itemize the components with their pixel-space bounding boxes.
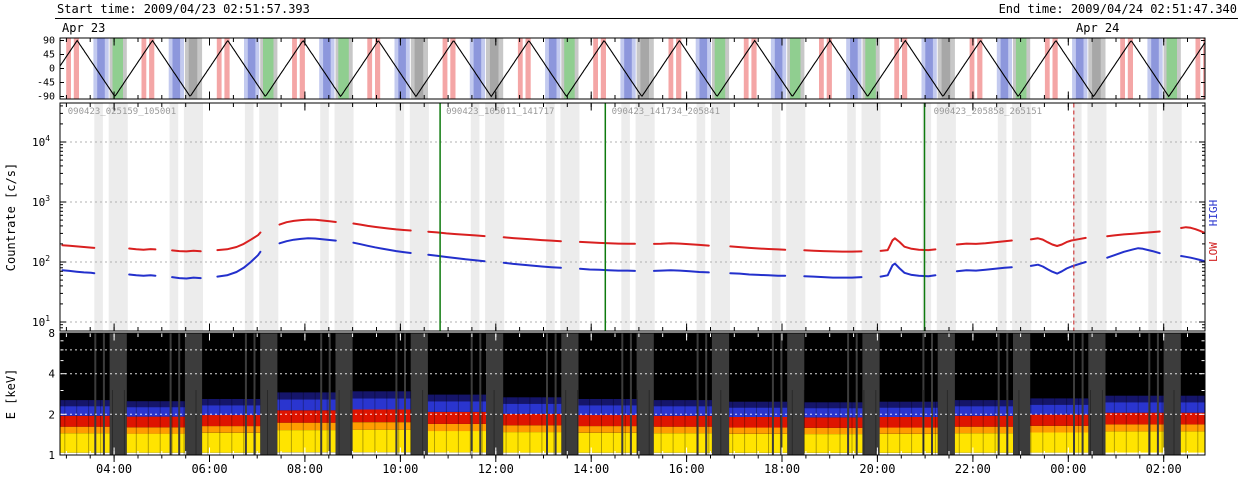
end-time-label: End time: 2009/04/24 02:51:47.340 xyxy=(998,2,1237,16)
svg-text:104: 104 xyxy=(32,134,50,149)
svg-text:14:00: 14:00 xyxy=(573,462,609,476)
svg-text:18:00: 18:00 xyxy=(764,462,800,476)
svg-text:16:00: 16:00 xyxy=(669,462,705,476)
svg-text:10:00: 10:00 xyxy=(382,462,418,476)
countrate-panel: 090423_025159_105001 090423_105011_141717… xyxy=(60,103,1205,331)
svg-text:8: 8 xyxy=(48,327,55,340)
svg-text:08:00: 08:00 xyxy=(287,462,323,476)
svg-text:103: 103 xyxy=(32,194,50,209)
svg-text:-90: -90 xyxy=(37,92,55,103)
day-label-apr24: Apr 24 xyxy=(1076,21,1120,35)
svg-text:090423_141734_205841: 090423_141734_205841 xyxy=(612,107,720,117)
angle-panel xyxy=(59,38,1206,99)
svg-text:04:00: 04:00 xyxy=(96,462,132,476)
svg-text:101: 101 xyxy=(32,314,50,329)
svg-text:2: 2 xyxy=(48,408,55,421)
svg-text:HIGH: HIGH xyxy=(1207,200,1220,227)
header-divider xyxy=(55,18,1238,19)
svg-text:06:00: 06:00 xyxy=(191,462,227,476)
svg-text:22:00: 22:00 xyxy=(955,462,991,476)
svg-text:1: 1 xyxy=(48,449,55,462)
svg-text:090423_205858_265151: 090423_205858_265151 xyxy=(934,107,1042,117)
svg-text:-45: -45 xyxy=(37,78,55,89)
svg-text:LOW: LOW xyxy=(1207,242,1220,262)
svg-text:090423_105011_141717: 090423_105011_141717 xyxy=(446,107,554,117)
axes: HIGH LOW Countrate [c/s] E [keV] 04:00 06:00 0… xyxy=(4,36,1220,477)
svg-text:090423_025159_105001: 090423_025159_105001 xyxy=(68,107,176,117)
spectrogram-panel xyxy=(60,332,1205,456)
svg-text:20:00: 20:00 xyxy=(859,462,895,476)
svg-text:4: 4 xyxy=(48,368,55,381)
svg-text:02:00: 02:00 xyxy=(1146,462,1182,476)
svg-text:12:00: 12:00 xyxy=(478,462,514,476)
svg-text:E [keV]: E [keV] xyxy=(4,369,18,420)
svg-text:45: 45 xyxy=(43,50,55,61)
svg-text:90: 90 xyxy=(43,36,55,47)
day-label-apr23: Apr 23 xyxy=(62,21,106,35)
svg-text:00:00: 00:00 xyxy=(1050,462,1086,476)
svg-text:Countrate [c/s]: Countrate [c/s] xyxy=(4,163,18,271)
start-time-label: Start time: 2009/04/23 02:51:57.393 xyxy=(57,2,310,16)
svg-text:102: 102 xyxy=(32,254,50,269)
svg-text:0: 0 xyxy=(49,64,55,75)
